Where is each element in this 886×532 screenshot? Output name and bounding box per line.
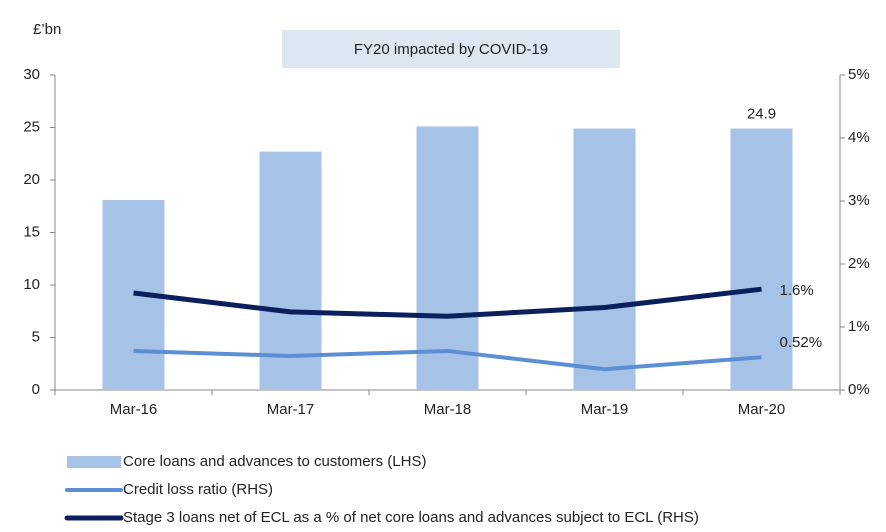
y-tick-label: 30 <box>23 66 40 83</box>
line <box>133 348 762 372</box>
y2-tick-label: 2% <box>848 255 870 272</box>
x-tick-label: Mar-16 <box>110 401 158 418</box>
y-axis-label: £’bn <box>33 21 61 38</box>
y-tick-label: 0 <box>32 381 40 398</box>
legend-label: Stage 3 loans net of ECL as a % of net c… <box>123 509 699 526</box>
bar-label: 24.9 <box>747 106 776 123</box>
x-tick-label: Mar-19 <box>581 401 629 418</box>
y2-tick-label: 4% <box>848 129 870 146</box>
legend-label: Credit loss ratio (RHS) <box>123 481 273 498</box>
line <box>133 286 762 319</box>
legend-swatch <box>67 456 121 468</box>
y-tick-label: 10 <box>23 276 40 293</box>
x-tick-label: Mar-17 <box>267 401 315 418</box>
y2-tick-label: 0% <box>848 381 870 398</box>
bar <box>730 128 793 391</box>
y-tick-label: 5 <box>32 328 40 345</box>
y2-tick-label: 1% <box>848 318 870 335</box>
bar <box>573 128 636 391</box>
x-tick-label: Mar-18 <box>424 401 472 418</box>
x-tick-label: Mar-20 <box>738 401 786 418</box>
annotation-box <box>282 30 620 68</box>
y-tick-label: 15 <box>23 223 40 240</box>
y-tick-label: 20 <box>23 171 40 188</box>
y-tick-label: 25 <box>23 118 40 135</box>
line-label: 0.52% <box>780 334 823 351</box>
y2-tick-label: 5% <box>848 66 870 83</box>
bar <box>416 126 479 390</box>
bar <box>259 151 322 390</box>
annotation: FY20 impacted by COVID-19 <box>354 41 548 58</box>
line-label: 1.6% <box>780 282 814 299</box>
y2-tick-label: 3% <box>848 192 870 209</box>
legend-label: Core loans and advances to customers (LH… <box>123 453 426 470</box>
